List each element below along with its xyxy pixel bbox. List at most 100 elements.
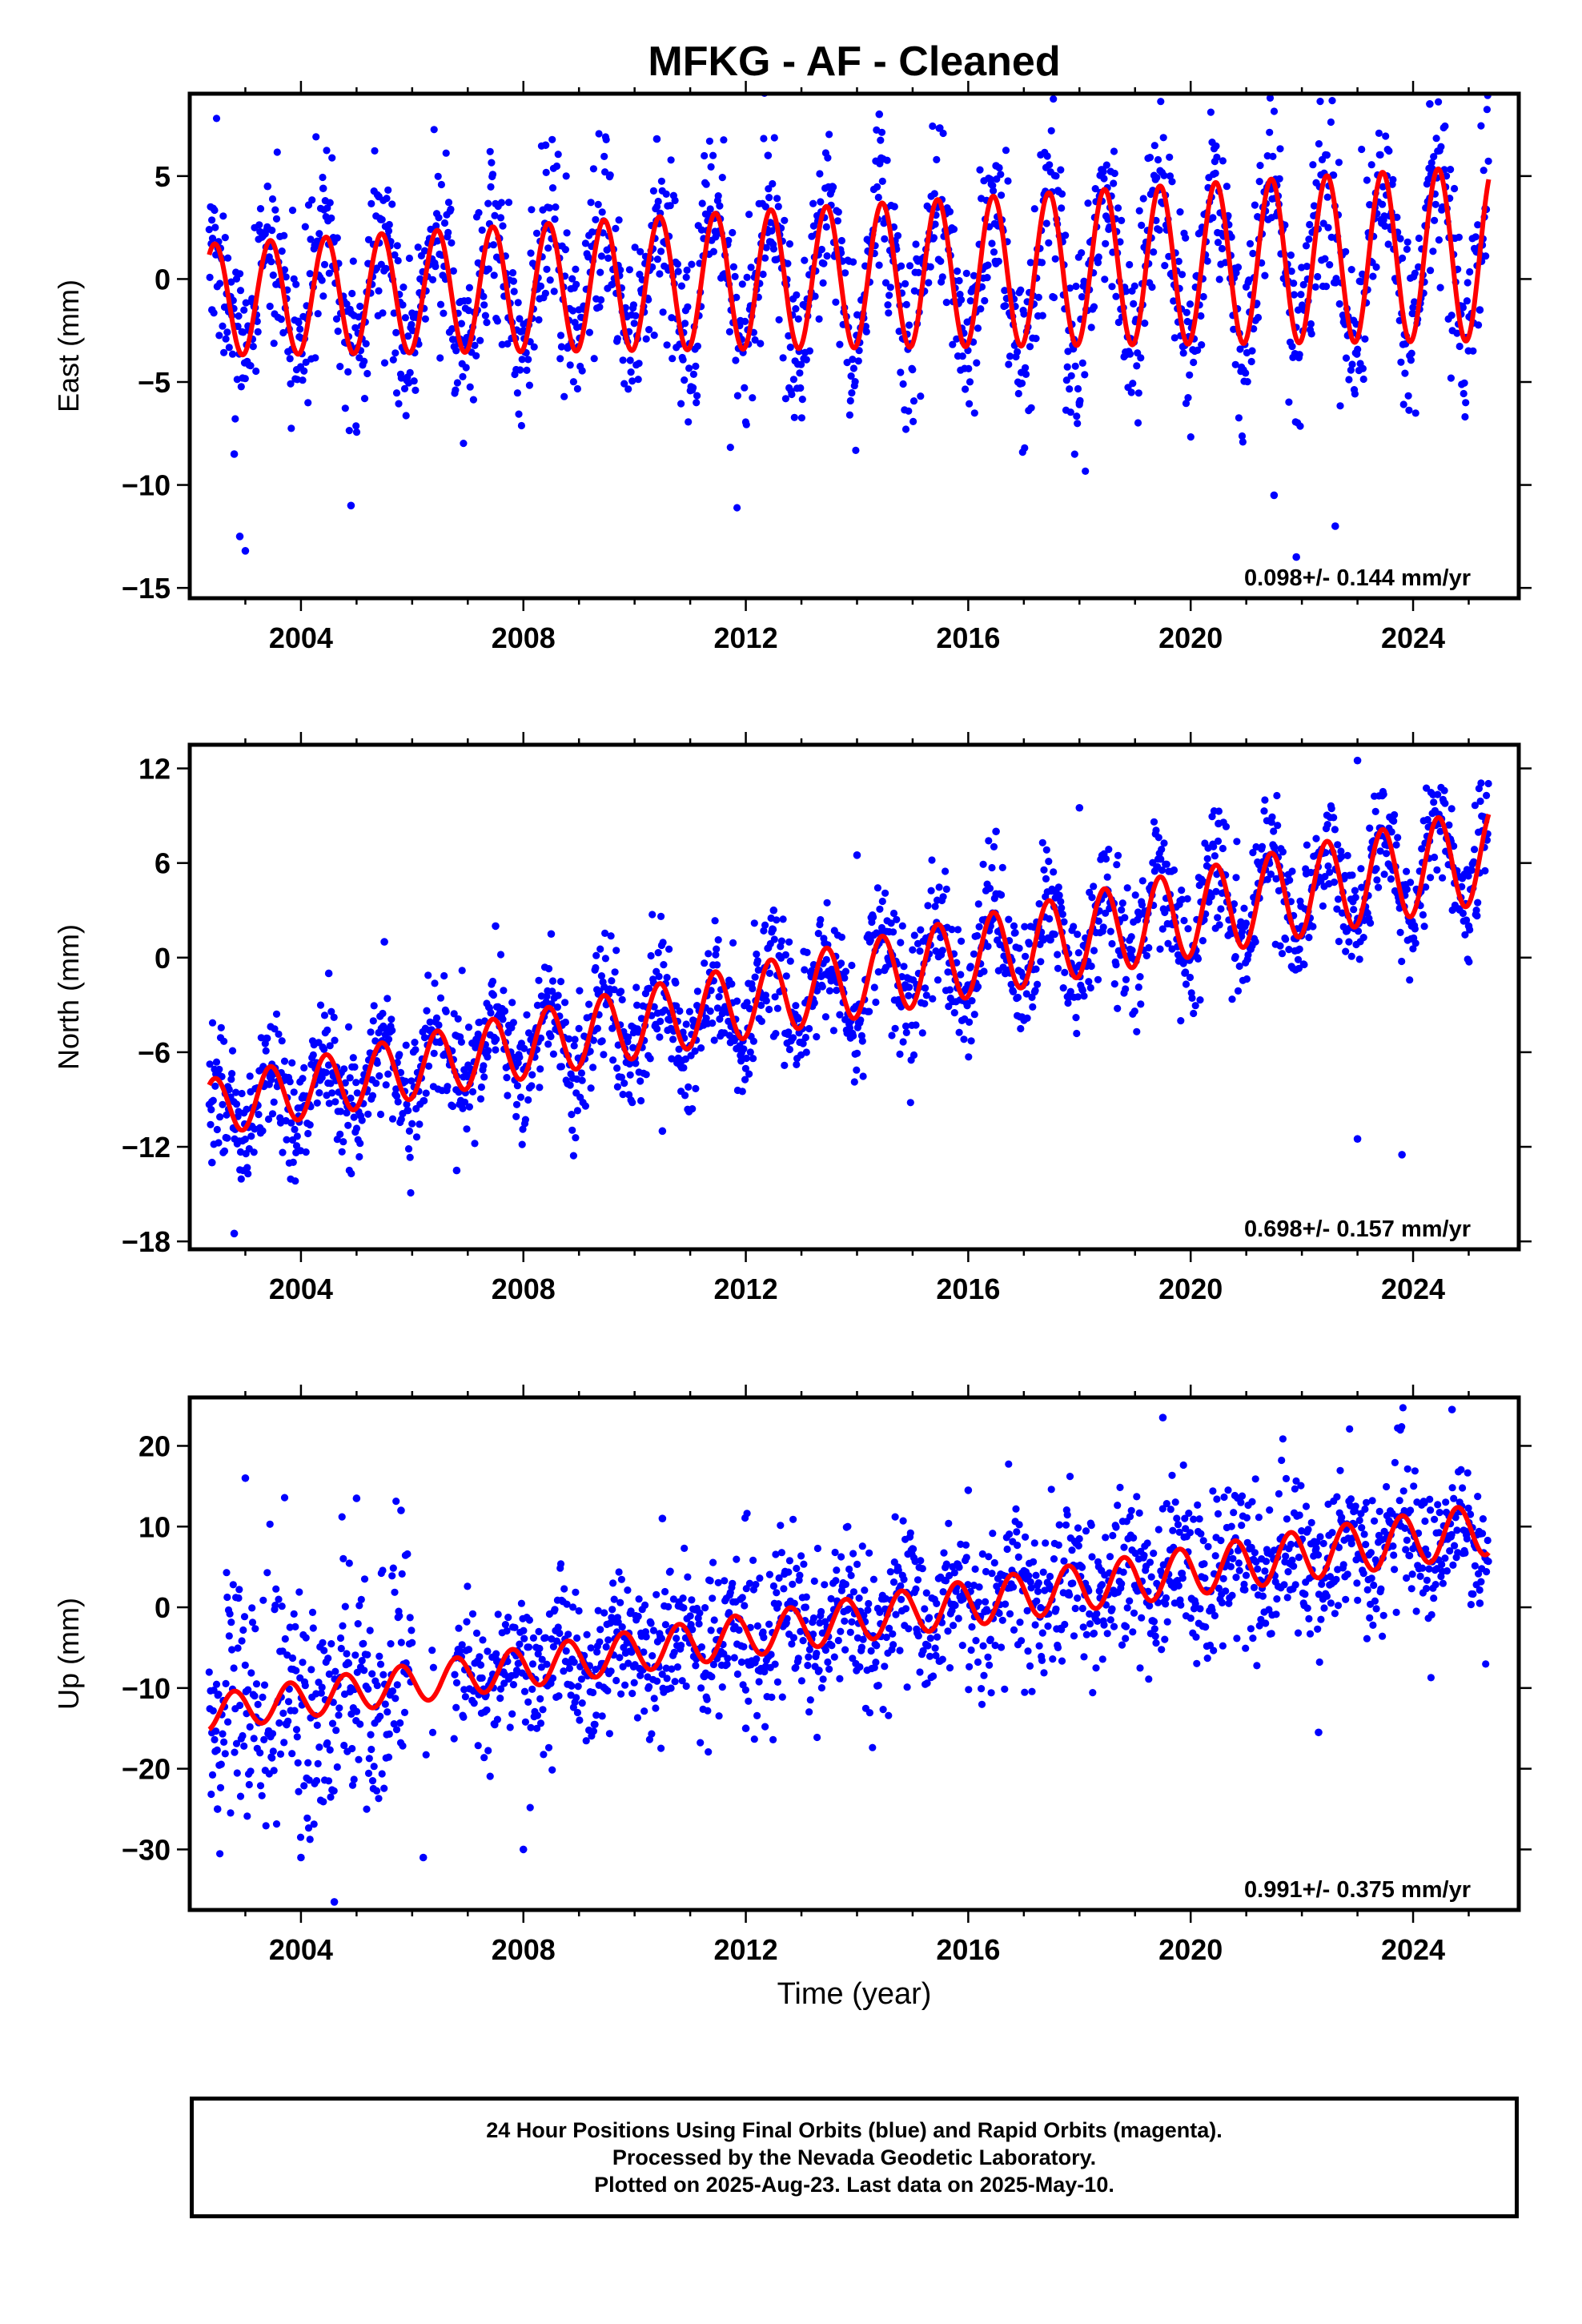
up-observation-point	[845, 1565, 853, 1574]
east-observation-point	[1306, 220, 1314, 229]
east-observation-point	[401, 314, 409, 322]
east-observation-point	[765, 185, 773, 193]
north-observation-point	[554, 991, 562, 999]
east-observation-point	[1431, 200, 1439, 208]
east-observation-point	[1369, 272, 1377, 280]
up-observation-point	[768, 1693, 776, 1701]
north-observation-point	[642, 1071, 650, 1079]
east-observation-point	[725, 328, 734, 336]
east-observation-point	[211, 206, 219, 215]
up-observation-point	[591, 1720, 599, 1728]
north-observation-point	[733, 997, 741, 1005]
north-observation-point	[709, 1019, 717, 1027]
north-observation-point	[636, 1077, 644, 1085]
north-observation-point	[858, 1037, 866, 1045]
up-observation-point	[251, 1692, 259, 1700]
north-observation-point	[1208, 813, 1216, 821]
east-observation-point	[1302, 242, 1311, 250]
north-observation-point	[512, 1100, 521, 1108]
east-observation-point	[301, 223, 309, 231]
north-observation-point	[772, 1030, 780, 1038]
north-observation-point	[408, 1120, 416, 1128]
north-observation-point	[1481, 866, 1489, 875]
north-observation-point	[955, 1028, 963, 1036]
east-observation-point	[493, 317, 502, 325]
east-observation-point	[716, 202, 724, 210]
up-observation-point	[909, 1545, 917, 1553]
up-observation-point	[752, 1581, 760, 1589]
up-observation-point	[955, 1563, 963, 1571]
up-observation-point	[275, 1719, 283, 1727]
north-observation-point	[1108, 939, 1116, 948]
east-observation-point	[769, 179, 777, 188]
up-observation-point	[602, 1642, 610, 1651]
up-observation-point	[207, 1790, 215, 1799]
east-observation-point	[1141, 320, 1149, 328]
east-observation-point	[958, 352, 966, 360]
north-observation-point	[715, 993, 723, 1001]
up-observation-point	[824, 1658, 832, 1667]
up-observation-point	[370, 1763, 378, 1771]
up-observation-point	[609, 1579, 617, 1587]
north-observation-point	[291, 1177, 299, 1185]
up-observation-point	[849, 1655, 857, 1663]
east-observation-point	[1174, 257, 1182, 265]
up-observation-point	[661, 1621, 670, 1629]
east-observation-point	[1305, 235, 1313, 243]
north-observation-point	[741, 1064, 750, 1072]
east-observation-point	[701, 151, 709, 160]
north-observation-point	[1282, 935, 1290, 943]
north-observation-point	[287, 1119, 295, 1127]
east-observation-point	[926, 263, 934, 271]
east-observation-point	[434, 172, 442, 180]
east-observation-point	[314, 310, 322, 318]
east-observation-point	[976, 166, 984, 174]
north-observation-point	[893, 915, 901, 923]
east-observation-point	[974, 324, 982, 332]
north-observation-point	[750, 919, 758, 927]
north-observation-point	[404, 1107, 412, 1115]
east-observation-point	[219, 322, 227, 330]
up-observation-point	[821, 1646, 829, 1655]
north-observation-point	[344, 1121, 352, 1129]
up-observation-point	[272, 1820, 281, 1828]
north-observation-point	[416, 1120, 424, 1128]
up-observation-point	[813, 1544, 821, 1553]
east-observation-point	[624, 385, 632, 393]
north-observation-point	[1152, 826, 1160, 834]
east-observation-point	[1310, 202, 1319, 210]
up-observation-point	[240, 1613, 249, 1621]
up-observation-point	[317, 1689, 325, 1697]
east-observation-point	[897, 368, 905, 376]
east-observation-point	[394, 256, 402, 265]
east-observation-point	[990, 187, 998, 195]
up-observation-point	[589, 1727, 598, 1735]
up-observation-point	[723, 1660, 731, 1668]
east-observation-point	[1130, 282, 1138, 290]
east-observation-point	[1270, 107, 1279, 115]
east-observation-point	[578, 367, 586, 375]
north-observation-point	[263, 1034, 271, 1043]
north-observation-point	[931, 903, 939, 911]
up-observation-point	[320, 1647, 328, 1655]
east-observation-point	[462, 364, 470, 372]
north-observation-point	[320, 1011, 329, 1019]
east-observation-point	[1155, 226, 1163, 234]
north-observation-point	[537, 992, 546, 1000]
up-observation-point	[240, 1742, 248, 1750]
up-observation-point	[351, 1651, 359, 1659]
east-x-tick-label: 2004	[269, 621, 333, 654]
up-observation-point	[772, 1550, 780, 1558]
north-observation-point	[757, 1017, 766, 1025]
up-observation-point	[846, 1628, 854, 1636]
up-observation-point	[451, 1671, 459, 1679]
east-observation-point	[685, 364, 693, 372]
north-observation-point	[663, 974, 671, 982]
north-observation-point	[544, 1040, 552, 1048]
north-observation-point	[679, 1028, 687, 1036]
north-observation-point	[817, 915, 825, 924]
east-observation-point	[1427, 267, 1435, 275]
north-observation-point	[1353, 756, 1362, 765]
up-observation-point	[364, 1685, 372, 1693]
east-observation-point	[1270, 491, 1279, 500]
